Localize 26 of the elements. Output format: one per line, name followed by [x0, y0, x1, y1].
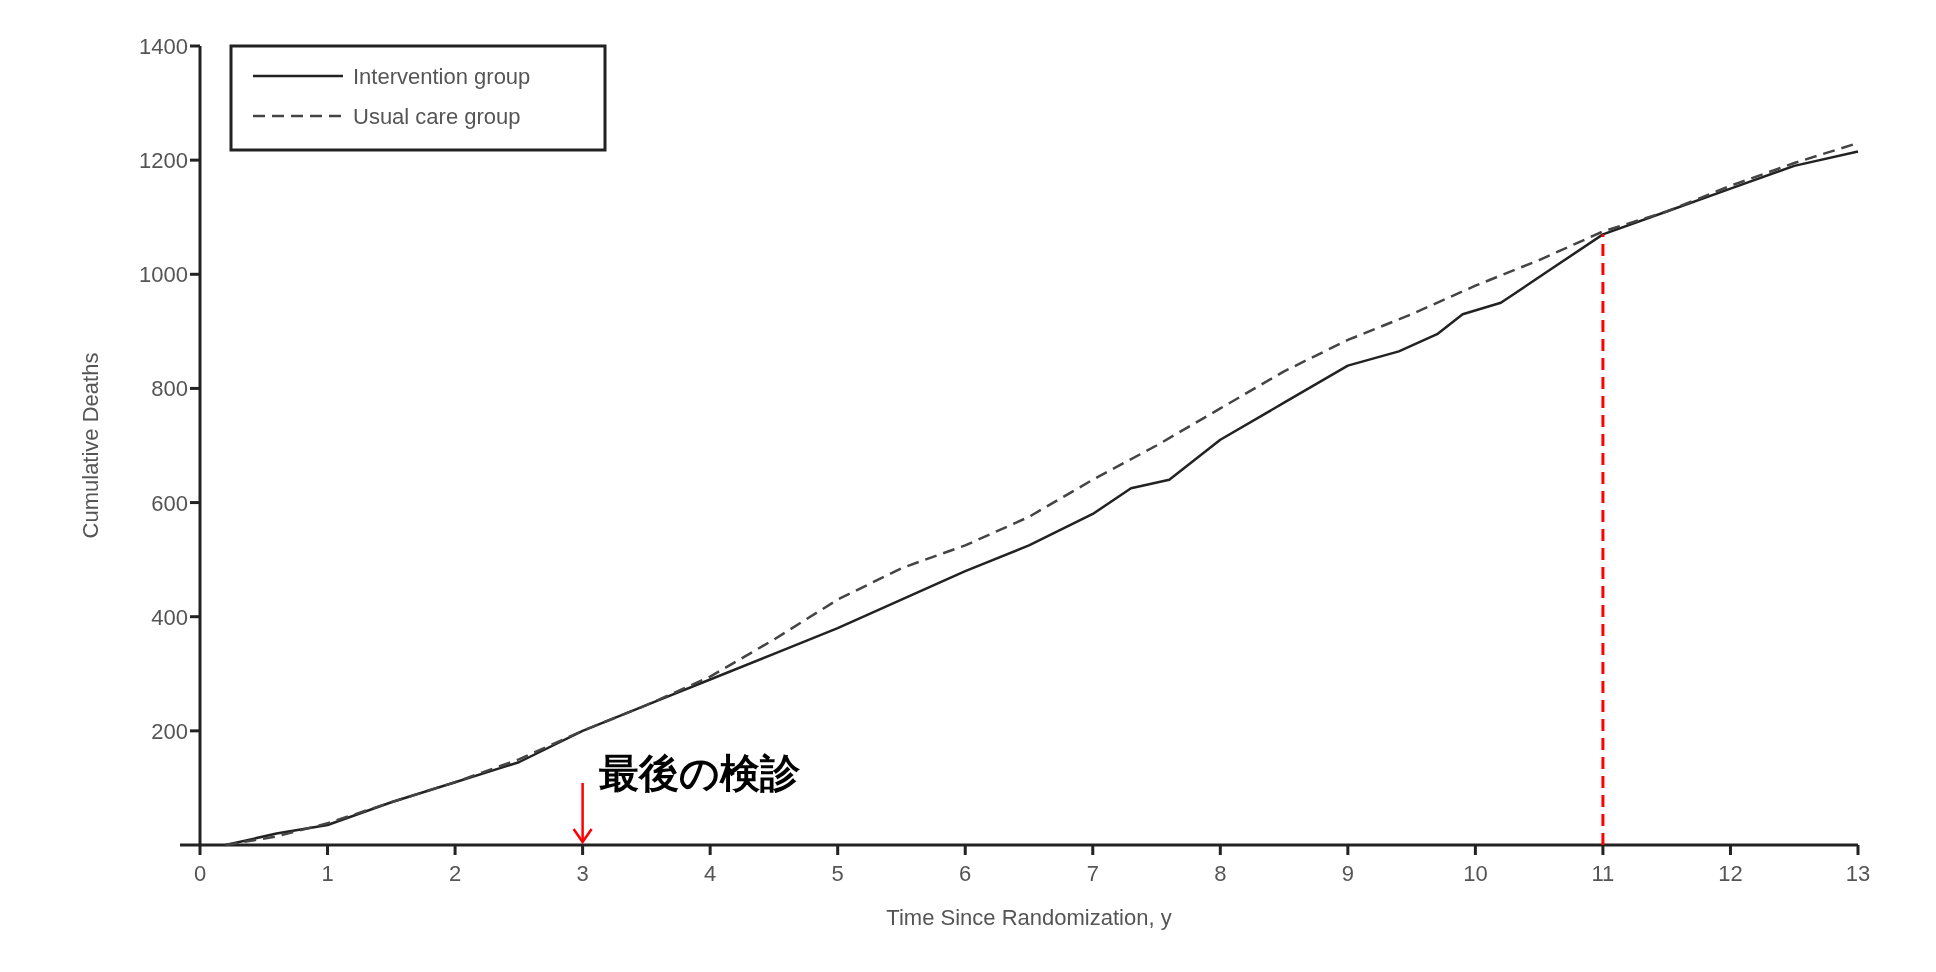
y-tick-label: 800	[151, 376, 188, 402]
x-tick-label: 6	[959, 861, 972, 886]
ref-line-label: 最後の検診	[598, 750, 801, 796]
x-tick-label: 5	[831, 861, 844, 886]
x-tick-label: 0	[193, 861, 207, 886]
y-tick-label: 1400	[139, 34, 188, 59]
y-tick-label: 600	[151, 490, 188, 516]
x-tick-label: 11	[1591, 861, 1615, 886]
y-tick-label: 1200	[139, 148, 188, 174]
legend-label: Intervention group	[353, 64, 531, 89]
x-tick-label: 2	[448, 861, 462, 886]
x-tick-label: 1	[321, 861, 334, 886]
y-tick-label: 400	[151, 604, 188, 630]
legend-label: Usual care group	[353, 104, 521, 129]
y-tick-label: 200	[151, 718, 188, 744]
x-tick-label: 9	[1341, 861, 1354, 886]
x-tick-label: 7	[1086, 861, 1099, 886]
x-tick-label: 13	[1845, 861, 1871, 886]
x-tick-label: 3	[576, 861, 589, 886]
x-tick-label: 8	[1214, 861, 1227, 886]
x-tick-label: 10	[1463, 861, 1488, 886]
x-axis-title: Time Since Randomization, y	[886, 905, 1172, 930]
x-tick-label: 12	[1718, 861, 1743, 886]
x-tick-label: 4	[704, 861, 717, 886]
y-axis-title: Cumulative Deaths	[78, 352, 103, 539]
y-tick-label: 1000	[139, 262, 188, 288]
